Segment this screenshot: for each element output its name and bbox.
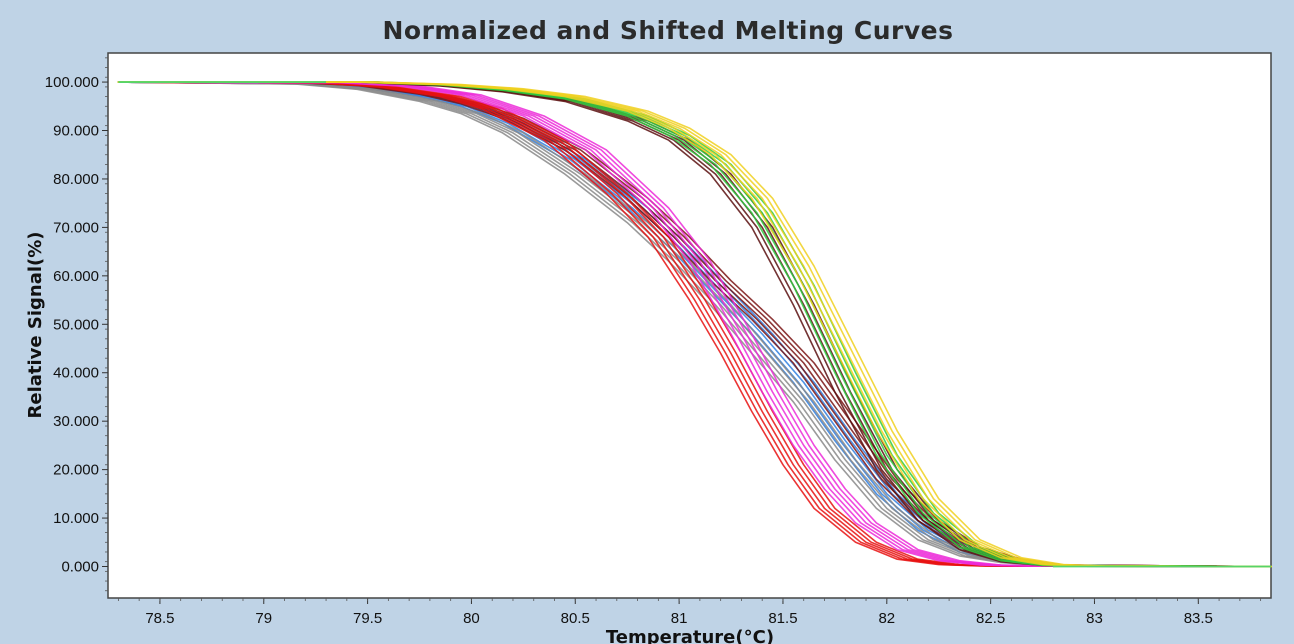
series-line [117, 81, 1272, 568]
x-axis-title: Temperature(°C) [606, 627, 774, 644]
series-line [117, 81, 1272, 568]
y-axis: 0.000 10.000 20.000 30.000 40.000 50.000 60.00… [45, 57, 108, 592]
y-tick-label: 70.000 [53, 219, 99, 236]
series-line [117, 81, 1272, 568]
y-tick-label: 40.000 [53, 365, 99, 382]
series-line [117, 81, 1272, 568]
x-tick-label: 82.5 [976, 610, 1005, 627]
y-tick-label: 10.000 [53, 510, 99, 527]
y-tick-label: 90.000 [53, 123, 99, 140]
y-tick-label: 60.000 [53, 268, 99, 285]
y-tick-label: 30.000 [53, 413, 99, 430]
chart-title: Normalized and Shifted Melting Curves [382, 16, 954, 45]
x-tick-label: 81 [671, 610, 688, 627]
x-tick-label: 80 [463, 610, 480, 627]
x-tick-label: 78.5 [145, 610, 174, 627]
y-tick-label: 80.000 [53, 171, 99, 188]
series-line [117, 81, 1272, 568]
x-tick-label: 80.5 [561, 610, 590, 627]
x-axis: 78.5 79 79.5 80 80.5 81 81.5 82 82.5 83 83.5 [117, 598, 1262, 627]
y-tick-label: 100.000 [45, 74, 99, 91]
y-tick-label: 0.000 [61, 559, 99, 576]
series-line [117, 81, 1272, 568]
x-tick-label: 82 [878, 610, 895, 627]
x-tick-label: 83 [1086, 610, 1103, 627]
x-tick-label: 79 [255, 610, 272, 627]
y-tick-label: 50.000 [53, 316, 99, 333]
x-tick-label: 79.5 [353, 610, 382, 627]
curves-group [117, 81, 1272, 568]
y-axis-title: Relative Signal(%) [25, 231, 46, 418]
x-tick-label: 83.5 [1184, 610, 1213, 627]
x-tick-label: 81.5 [768, 610, 797, 627]
series-line [117, 81, 1272, 568]
y-tick-label: 20.000 [53, 462, 99, 479]
